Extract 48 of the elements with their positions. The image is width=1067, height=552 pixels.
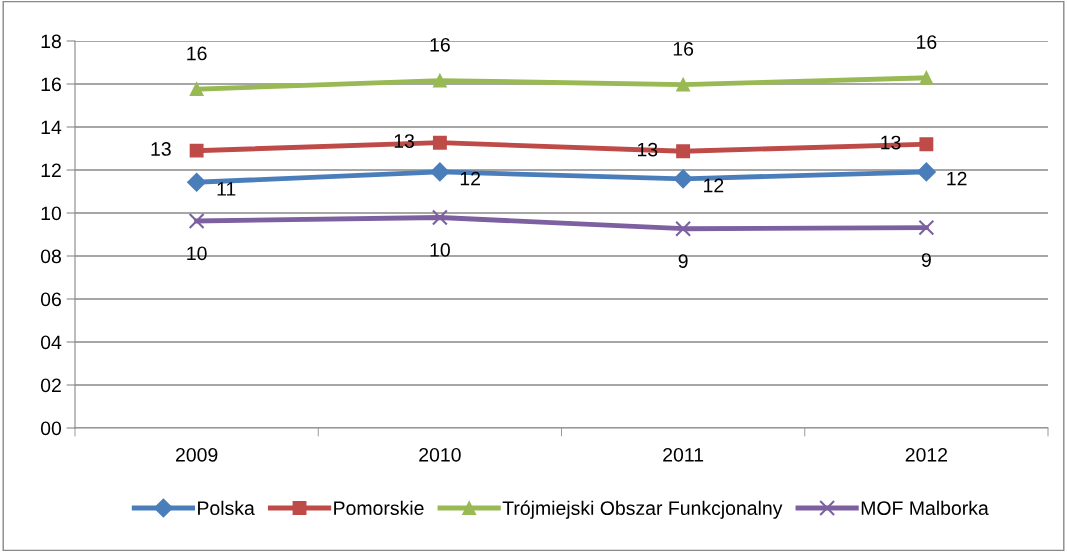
point xyxy=(919,70,934,85)
point xyxy=(431,209,448,226)
point xyxy=(916,162,936,182)
data-label: 9 xyxy=(678,254,688,268)
legend-label: Pomorskie xyxy=(334,500,424,516)
data-label: 11 xyxy=(217,182,236,196)
point xyxy=(918,219,935,236)
x-tick-label: 2011 xyxy=(663,447,704,462)
point xyxy=(676,144,691,159)
x-tick-label: 2012 xyxy=(905,447,948,462)
point xyxy=(189,143,204,158)
legend-label: Polska xyxy=(198,500,255,516)
legend-label: MOF Malborka xyxy=(861,500,989,516)
data-label: 10 xyxy=(187,246,207,261)
data-label: 12 xyxy=(704,178,724,193)
point xyxy=(432,135,447,150)
y-tick-label: 10 xyxy=(41,206,62,221)
y-tick-label: 08 xyxy=(40,249,61,264)
point xyxy=(188,212,205,229)
point xyxy=(187,172,207,192)
point xyxy=(676,77,691,92)
data-label: 13 xyxy=(394,134,415,148)
point xyxy=(673,169,693,189)
y-tick-label: 06 xyxy=(40,292,61,307)
data-label: 12 xyxy=(947,171,967,186)
y-tick-label: 18 xyxy=(41,34,61,49)
y-tick-label: 12 xyxy=(41,163,61,178)
data-label: 16 xyxy=(187,46,207,61)
data-label: 10 xyxy=(430,243,450,257)
x-tick-label: 2010 xyxy=(419,447,461,462)
point xyxy=(432,73,447,88)
y-tick-label: 02 xyxy=(40,378,61,393)
point xyxy=(189,82,204,97)
data-label: 9 xyxy=(921,253,931,267)
x-tick-label: 2009 xyxy=(175,447,218,462)
y-tick-label: 04 xyxy=(40,335,62,350)
data-label: 16 xyxy=(430,37,450,52)
y-tick-label: 00 xyxy=(40,421,62,436)
y-tick-label: 16 xyxy=(41,77,61,92)
data-label: 13 xyxy=(151,142,171,156)
legend-label: Trójmiejski Obszar Funkcjonalny xyxy=(502,500,783,519)
data-label: 12 xyxy=(460,171,480,186)
data-label: 16 xyxy=(673,42,694,56)
point xyxy=(430,162,450,182)
point xyxy=(919,137,934,152)
point xyxy=(675,220,692,237)
y-tick-label: 14 xyxy=(41,120,62,135)
data-label: 16 xyxy=(917,35,937,49)
